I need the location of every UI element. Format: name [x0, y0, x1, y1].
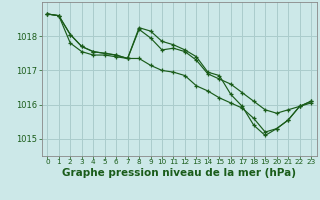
X-axis label: Graphe pression niveau de la mer (hPa): Graphe pression niveau de la mer (hPa) [62, 168, 296, 178]
